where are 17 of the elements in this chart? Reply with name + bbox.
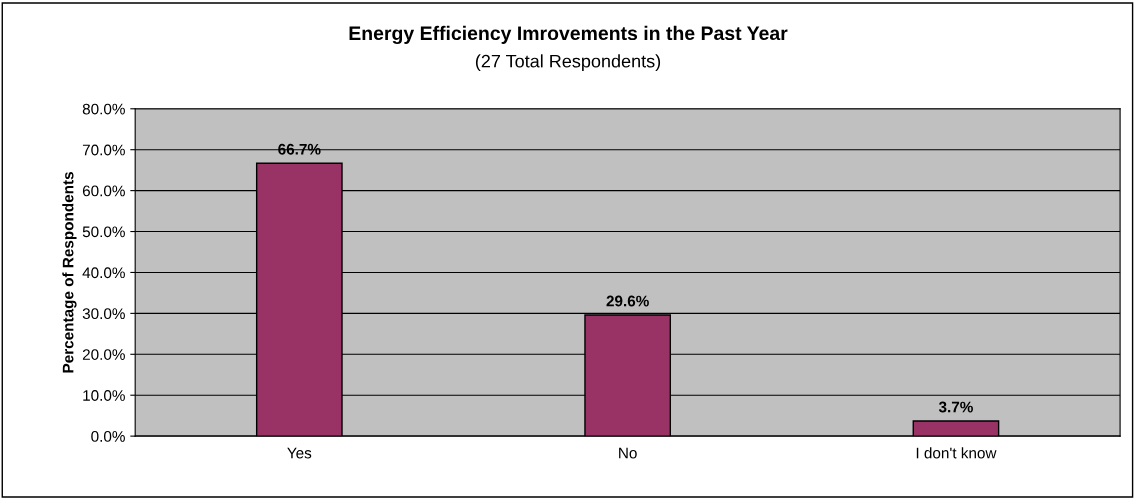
chart-title: Energy Efficiency Imrovements in the Past Year [349,25,788,45]
y-tick-label: 30.0% [82,308,125,320]
y-tick-label: 60.0% [82,185,125,197]
y-tick-label: 70.0% [82,144,125,156]
y-tick-label: 20.0% [82,349,125,360]
y-tick-label: 50.0% [82,226,125,238]
data-label: 3.7% [938,401,973,413]
x-tick-label: I don't know [916,447,997,459]
y-tick-label: 0.0% [91,430,125,442]
x-tick-label: Yes [287,447,312,459]
data-label: 29.6% [606,295,649,307]
chart-subtitle: (27 Total Respondents) [475,54,661,72]
y-axis-title: Percentage of Respondents [62,172,77,373]
y-tick-label: 40.0% [82,267,125,279]
y-tick-label: 80.0% [82,103,125,115]
y-tick-label: 10.0% [83,390,125,401]
x-tick-label: No [619,447,637,459]
